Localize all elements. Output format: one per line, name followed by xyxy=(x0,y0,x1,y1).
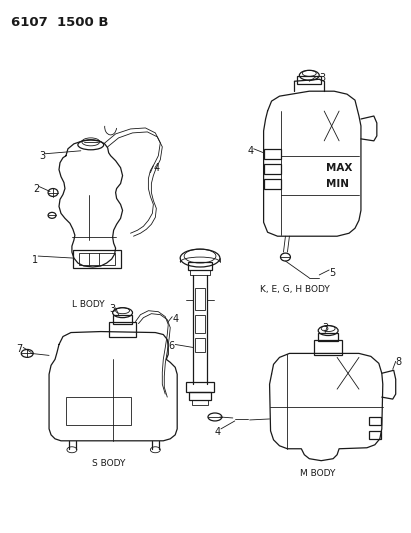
Bar xyxy=(189,392,211,400)
Bar xyxy=(263,164,282,174)
Text: 6: 6 xyxy=(168,342,174,351)
Bar xyxy=(314,340,342,356)
Bar xyxy=(318,333,338,342)
Bar xyxy=(73,250,120,268)
Bar xyxy=(188,262,212,270)
Text: 4: 4 xyxy=(248,146,254,156)
Text: 6107  1500 B: 6107 1500 B xyxy=(12,15,109,29)
Bar xyxy=(263,179,282,189)
Text: 5: 5 xyxy=(329,268,335,278)
Bar xyxy=(66,397,131,425)
Text: 4: 4 xyxy=(153,163,159,173)
Bar xyxy=(186,382,214,392)
Text: 8: 8 xyxy=(396,358,402,367)
Bar xyxy=(192,400,208,405)
Bar xyxy=(195,314,205,333)
Bar xyxy=(195,288,205,310)
Bar xyxy=(369,417,381,425)
Text: MIN: MIN xyxy=(326,179,349,189)
Bar xyxy=(79,253,115,265)
Text: 3: 3 xyxy=(39,151,45,161)
Bar xyxy=(190,270,210,275)
Text: S BODY: S BODY xyxy=(92,459,125,467)
Text: 3: 3 xyxy=(110,304,115,314)
Bar xyxy=(263,149,282,159)
Bar xyxy=(113,314,132,324)
Bar xyxy=(369,431,381,439)
Text: 4: 4 xyxy=(172,314,178,324)
Text: MAX: MAX xyxy=(326,163,353,173)
Bar xyxy=(195,337,205,352)
Text: L BODY: L BODY xyxy=(72,300,105,309)
Text: 2: 2 xyxy=(33,183,39,193)
Text: M BODY: M BODY xyxy=(300,469,335,478)
Bar xyxy=(109,321,136,336)
Text: 3: 3 xyxy=(319,74,325,83)
Text: 7: 7 xyxy=(16,344,23,354)
Text: 4: 4 xyxy=(215,427,221,437)
Bar xyxy=(298,76,321,84)
Text: K, E, G, H BODY: K, E, G, H BODY xyxy=(259,285,329,294)
Text: 3: 3 xyxy=(322,322,328,333)
Text: 1: 1 xyxy=(32,255,38,265)
